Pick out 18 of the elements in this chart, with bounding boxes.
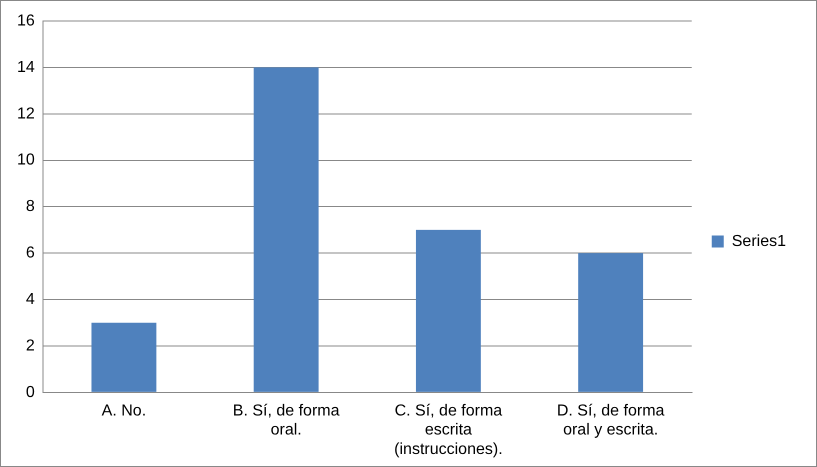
y-tick-label: 16 [17,12,35,30]
y-tick-label: 14 [17,58,35,76]
bar [254,67,319,392]
y-tick-label: 12 [17,105,35,122]
y-tick-label: 8 [26,198,35,216]
legend-label: Series1 [732,232,786,250]
y-tick-label: 10 [17,152,35,169]
bar [416,230,481,392]
y-tick-label: 0 [26,384,35,401]
bar [91,322,156,392]
bar [578,253,644,392]
y-tick-label: 6 [26,244,35,262]
x-tick-label: A. No. [102,402,146,420]
x-tick-label: D. Sí, de forma oral y escrita. [556,402,665,439]
x-tick-label: B. Sí, de forma oral. [232,402,340,439]
x-tick-label: C. Sí, de forma escrita (instrucciones). [394,402,503,458]
y-tick-label: 4 [26,290,35,308]
y-tick-label: 2 [26,337,35,354]
